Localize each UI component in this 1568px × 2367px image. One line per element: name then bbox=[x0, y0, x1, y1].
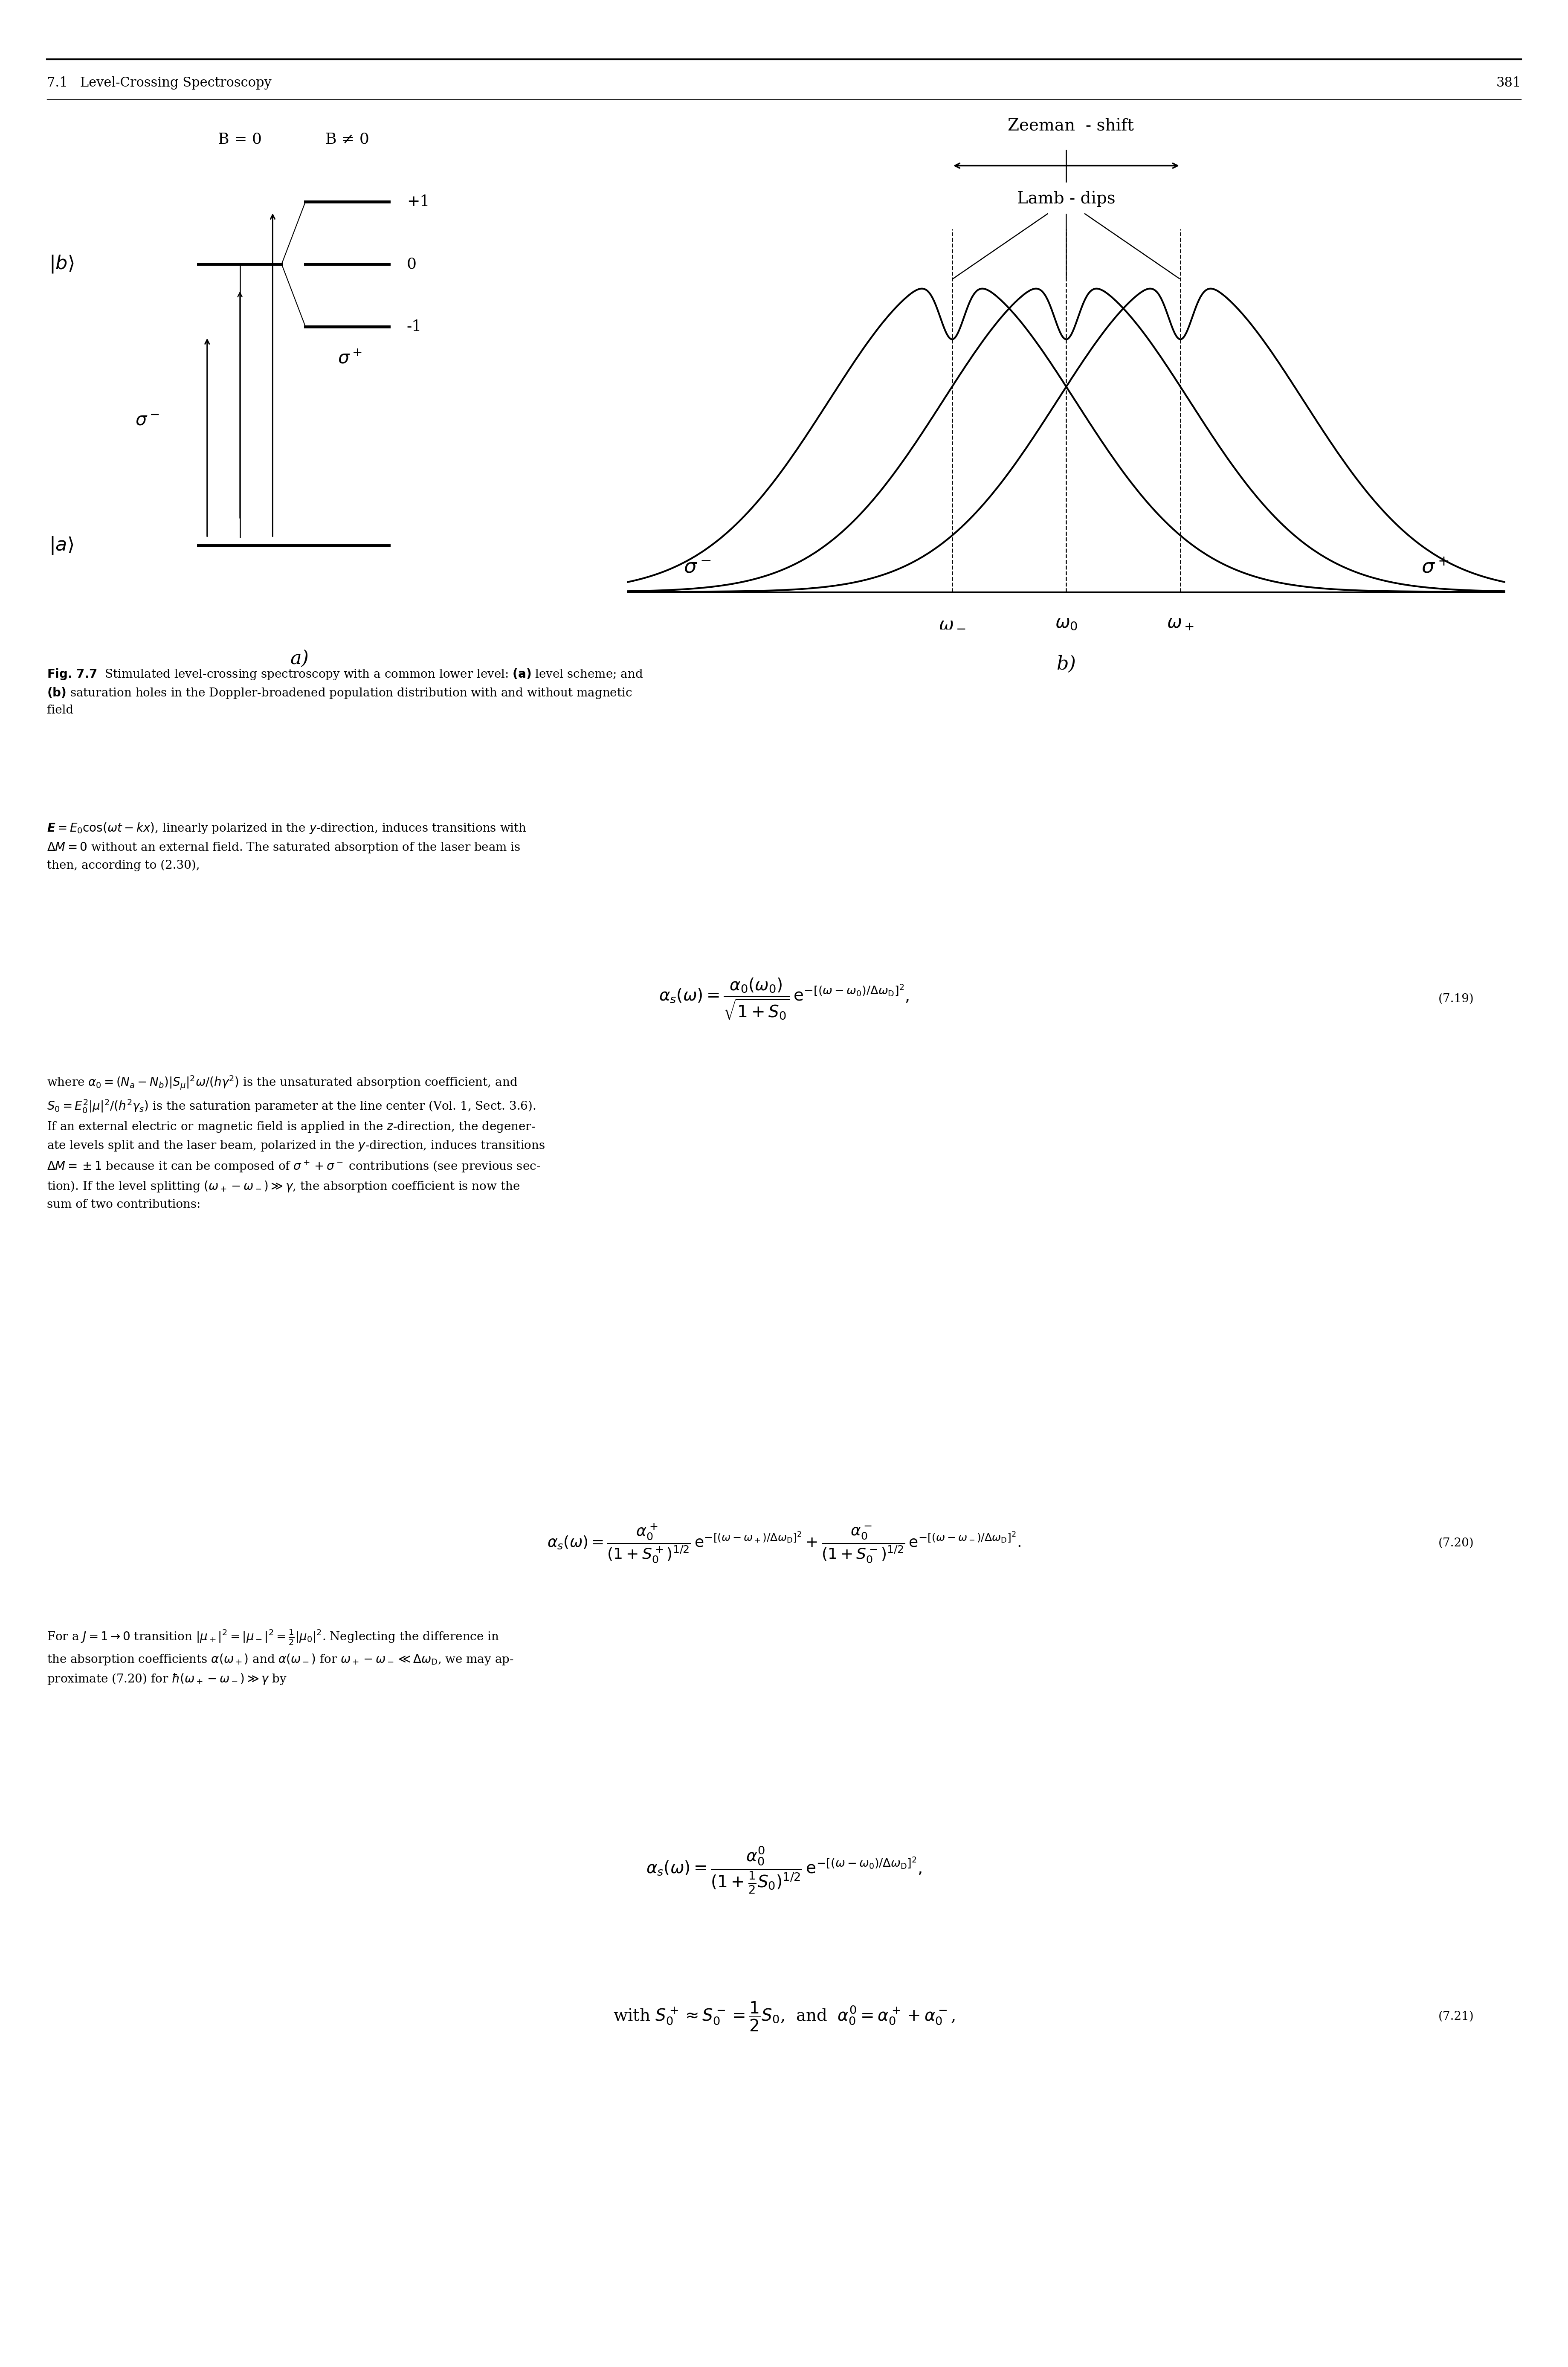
Text: 7.1   Level-Crossing Spectroscopy: 7.1 Level-Crossing Spectroscopy bbox=[47, 76, 271, 90]
Text: $\omega_+$: $\omega_+$ bbox=[1167, 613, 1193, 632]
Text: a): a) bbox=[290, 649, 309, 667]
Text: Zeeman  - shift: Zeeman - shift bbox=[1008, 118, 1134, 135]
Text: For a $J = 1 \to 0$ transition $|\mu_+|^2 = |\mu_-|^2 = \frac{1}{2}|\mu_0|^2$. N: For a $J = 1 \to 0$ transition $|\mu_+|^… bbox=[47, 1628, 514, 1685]
Text: $|b\rangle$: $|b\rangle$ bbox=[49, 253, 74, 275]
Text: (7.19): (7.19) bbox=[1438, 994, 1474, 1004]
Text: where $\alpha_0 = (N_a - N_b)|S_\mu|^2\omega/(h\gamma^2)$ is the unsaturated abs: where $\alpha_0 = (N_a - N_b)|S_\mu|^2\o… bbox=[47, 1075, 546, 1210]
Text: +1: +1 bbox=[406, 194, 430, 208]
Text: B ≠ 0: B ≠ 0 bbox=[325, 133, 368, 147]
Text: (7.20): (7.20) bbox=[1438, 1539, 1474, 1548]
Text: 0: 0 bbox=[406, 258, 417, 272]
Text: $\sigma^-$: $\sigma^-$ bbox=[684, 559, 712, 578]
Text: b): b) bbox=[1057, 656, 1076, 672]
Text: $\boldsymbol{E} = E_0\cos(\omega t - kx)$, linearly polarized in the $y$-directi: $\boldsymbol{E} = E_0\cos(\omega t - kx)… bbox=[47, 821, 527, 871]
Text: $\sigma^+$: $\sigma^+$ bbox=[1421, 559, 1449, 578]
Text: $\alpha_s(\omega) = \dfrac{\alpha_0^0}{(1+\frac{1}{2}S_0)^{1/2}}\,\mathrm{e}^{-[: $\alpha_s(\omega) = \dfrac{\alpha_0^0}{(… bbox=[646, 1844, 922, 1896]
Text: $\sigma^-$: $\sigma^-$ bbox=[135, 412, 160, 428]
Text: $|a\rangle$: $|a\rangle$ bbox=[49, 535, 74, 556]
Text: $\omega_0$: $\omega_0$ bbox=[1055, 613, 1077, 632]
Text: $\sigma^+$: $\sigma^+$ bbox=[339, 348, 362, 367]
Text: $\alpha_s(\omega) = \dfrac{\alpha_0(\omega_0)}{\sqrt{1+S_0}}\,\mathrm{e}^{-[(\om: $\alpha_s(\omega) = \dfrac{\alpha_0(\ome… bbox=[659, 978, 909, 1020]
Text: B = 0: B = 0 bbox=[218, 133, 262, 147]
Text: 381: 381 bbox=[1496, 76, 1521, 90]
Text: -1: -1 bbox=[406, 320, 422, 334]
Text: $\mathbf{Fig.\,7.7}$  Stimulated level-crossing spectroscopy with a common lower: $\mathbf{Fig.\,7.7}$ Stimulated level-cr… bbox=[47, 667, 643, 715]
Text: Lamb - dips: Lamb - dips bbox=[1018, 192, 1115, 206]
Text: $\omega_-$: $\omega_-$ bbox=[939, 613, 966, 632]
Text: $\alpha_s(\omega) = \dfrac{\alpha_0^+}{(1+S_0^+)^{1/2}}\,\mathrm{e}^{-[(\omega-\: $\alpha_s(\omega) = \dfrac{\alpha_0^+}{(… bbox=[547, 1522, 1021, 1565]
Text: with $S_0^+ \approx S_0^- = \dfrac{1}{2}S_0$,  and  $\alpha_0^0 = \alpha_0^+ + \: with $S_0^+ \approx S_0^- = \dfrac{1}{2}… bbox=[613, 2000, 955, 2033]
Text: (7.21): (7.21) bbox=[1438, 2012, 1474, 2021]
